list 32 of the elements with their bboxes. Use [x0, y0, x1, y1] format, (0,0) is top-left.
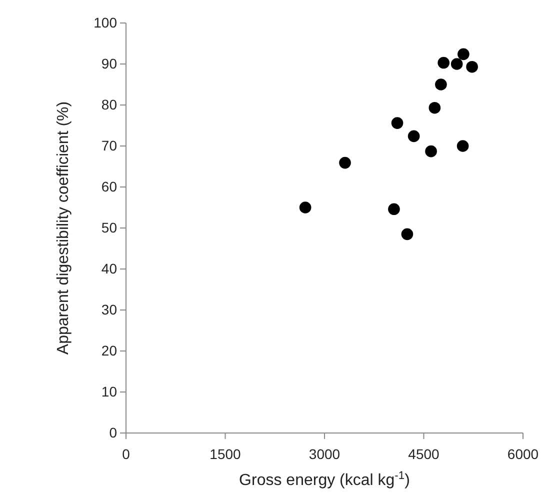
x-tick-label: 1500	[210, 446, 242, 462]
point	[408, 130, 420, 142]
y-tick-label: 50	[101, 219, 118, 236]
point	[401, 228, 414, 240]
y-tick-label: 40	[101, 260, 118, 276]
y-tick-label: 30	[101, 301, 118, 318]
point	[425, 145, 437, 158]
x-axis-title: Gross energy (kcal kg$^{-1}$)	[239, 470, 410, 489]
point	[388, 203, 400, 216]
y-tick-label: 60	[101, 178, 118, 194]
y-tick-label: 80	[101, 96, 118, 112]
point	[299, 202, 312, 214]
point	[339, 156, 351, 169]
point	[466, 60, 478, 73]
point	[391, 117, 404, 129]
y-tick-label: 100	[94, 14, 118, 30]
x-tick-label: 0	[122, 446, 130, 462]
x-tick-label: 4500	[408, 446, 440, 462]
point	[428, 102, 441, 114]
y-axis-title: Apparent digestibility coefficient (%)	[55, 101, 72, 355]
point	[450, 58, 463, 70]
y-tick-label: 90	[101, 55, 118, 72]
y-tick-label: 20	[101, 342, 118, 358]
x-tick-label: 3000	[308, 446, 340, 462]
y-tick-label: 70	[101, 137, 118, 154]
point	[435, 78, 447, 90]
y-tick-label: 10	[101, 383, 118, 400]
point	[456, 140, 469, 152]
y-tick-label: 0	[109, 424, 118, 440]
point	[458, 48, 470, 60]
x-tick-label: 6000	[507, 446, 539, 462]
point	[438, 56, 450, 69]
